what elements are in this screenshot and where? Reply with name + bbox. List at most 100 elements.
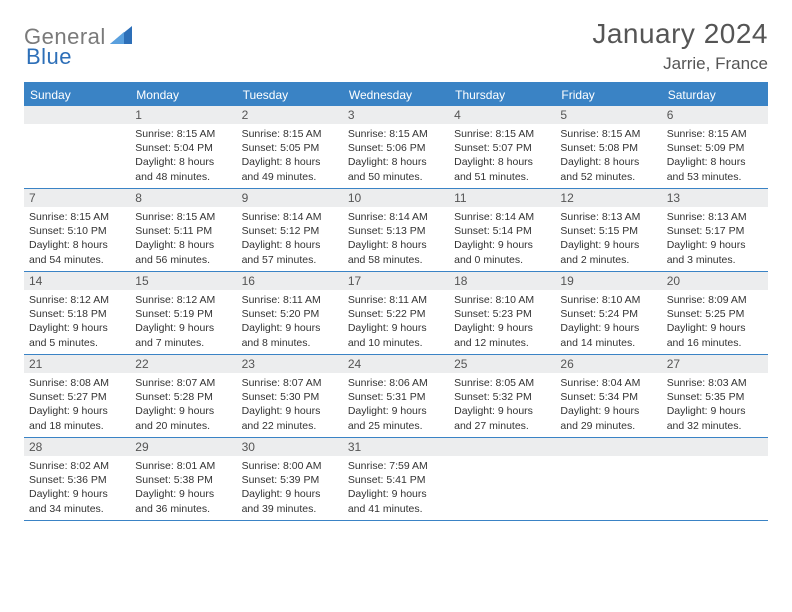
daylight-line-1: Daylight: 8 hours bbox=[242, 155, 338, 169]
day-cell: 3Sunrise: 8:15 AMSunset: 5:06 PMDaylight… bbox=[343, 106, 449, 188]
daylight-line-2: and 27 minutes. bbox=[454, 419, 550, 433]
day-cell: 9Sunrise: 8:14 AMSunset: 5:12 PMDaylight… bbox=[237, 189, 343, 271]
calendar-page: General January 2024 Jarrie, France Blue… bbox=[0, 0, 792, 521]
sun-info: Sunrise: 8:02 AMSunset: 5:36 PMDaylight:… bbox=[24, 456, 130, 520]
daylight-line-2: and 52 minutes. bbox=[560, 170, 656, 184]
sunset-line: Sunset: 5:09 PM bbox=[667, 141, 763, 155]
daylight-line-1: Daylight: 9 hours bbox=[242, 321, 338, 335]
daylight-line-2: and 7 minutes. bbox=[135, 336, 231, 350]
sun-info: Sunrise: 8:14 AMSunset: 5:14 PMDaylight:… bbox=[449, 207, 555, 271]
day-number: 19 bbox=[555, 272, 661, 290]
sunrise-line: Sunrise: 8:14 AM bbox=[242, 210, 338, 224]
day-cell: 10Sunrise: 8:14 AMSunset: 5:13 PMDayligh… bbox=[343, 189, 449, 271]
sunrise-line: Sunrise: 8:05 AM bbox=[454, 376, 550, 390]
sun-info: Sunrise: 8:11 AMSunset: 5:20 PMDaylight:… bbox=[237, 290, 343, 354]
sun-info: Sunrise: 8:15 AMSunset: 5:06 PMDaylight:… bbox=[343, 124, 449, 188]
sunset-line: Sunset: 5:31 PM bbox=[348, 390, 444, 404]
day-number: 27 bbox=[662, 355, 768, 373]
day-number: 9 bbox=[237, 189, 343, 207]
sun-info: Sunrise: 8:13 AMSunset: 5:15 PMDaylight:… bbox=[555, 207, 661, 271]
day-number: 8 bbox=[130, 189, 236, 207]
month-title: January 2024 bbox=[592, 18, 768, 50]
daylight-line-1: Daylight: 9 hours bbox=[29, 487, 125, 501]
sunrise-line: Sunrise: 8:10 AM bbox=[560, 293, 656, 307]
daylight-line-2: and 10 minutes. bbox=[348, 336, 444, 350]
day-cell: 5Sunrise: 8:15 AMSunset: 5:08 PMDaylight… bbox=[555, 106, 661, 188]
sun-info: Sunrise: 8:07 AMSunset: 5:30 PMDaylight:… bbox=[237, 373, 343, 437]
calendar-grid: Sunday Monday Tuesday Wednesday Thursday… bbox=[24, 82, 768, 521]
day-number: 1 bbox=[130, 106, 236, 124]
sun-info: Sunrise: 8:15 AMSunset: 5:05 PMDaylight:… bbox=[237, 124, 343, 188]
sun-info: Sunrise: 8:06 AMSunset: 5:31 PMDaylight:… bbox=[343, 373, 449, 437]
weeks-container: 1Sunrise: 8:15 AMSunset: 5:04 PMDaylight… bbox=[24, 106, 768, 521]
sun-info: Sunrise: 8:01 AMSunset: 5:38 PMDaylight:… bbox=[130, 456, 236, 520]
day-number: 30 bbox=[237, 438, 343, 456]
daylight-line-1: Daylight: 9 hours bbox=[348, 487, 444, 501]
day-cell: 16Sunrise: 8:11 AMSunset: 5:20 PMDayligh… bbox=[237, 272, 343, 354]
sunset-line: Sunset: 5:12 PM bbox=[242, 224, 338, 238]
day-number: 12 bbox=[555, 189, 661, 207]
day-cell: 12Sunrise: 8:13 AMSunset: 5:15 PMDayligh… bbox=[555, 189, 661, 271]
daylight-line-1: Daylight: 9 hours bbox=[242, 404, 338, 418]
sunset-line: Sunset: 5:39 PM bbox=[242, 473, 338, 487]
day-number: 3 bbox=[343, 106, 449, 124]
sunset-line: Sunset: 5:34 PM bbox=[560, 390, 656, 404]
daylight-line-1: Daylight: 9 hours bbox=[667, 321, 763, 335]
daylight-line-1: Daylight: 9 hours bbox=[667, 238, 763, 252]
day-number: 15 bbox=[130, 272, 236, 290]
location-label: Jarrie, France bbox=[592, 54, 768, 74]
week-row: 7Sunrise: 8:15 AMSunset: 5:10 PMDaylight… bbox=[24, 189, 768, 272]
brand-text-2: Blue bbox=[26, 44, 72, 69]
sunrise-line: Sunrise: 8:15 AM bbox=[135, 210, 231, 224]
title-block: January 2024 Jarrie, France bbox=[592, 18, 768, 74]
daylight-line-1: Daylight: 9 hours bbox=[560, 321, 656, 335]
sunrise-line: Sunrise: 8:00 AM bbox=[242, 459, 338, 473]
sunset-line: Sunset: 5:38 PM bbox=[135, 473, 231, 487]
sunset-line: Sunset: 5:06 PM bbox=[348, 141, 444, 155]
day-number: 22 bbox=[130, 355, 236, 373]
daylight-line-2: and 16 minutes. bbox=[667, 336, 763, 350]
day-cell: 8Sunrise: 8:15 AMSunset: 5:11 PMDaylight… bbox=[130, 189, 236, 271]
daylight-line-2: and 3 minutes. bbox=[667, 253, 763, 267]
daylight-line-1: Daylight: 8 hours bbox=[135, 238, 231, 252]
daylight-line-2: and 25 minutes. bbox=[348, 419, 444, 433]
sunset-line: Sunset: 5:04 PM bbox=[135, 141, 231, 155]
sunrise-line: Sunrise: 8:07 AM bbox=[135, 376, 231, 390]
day-header-sat: Saturday bbox=[662, 84, 768, 106]
sunset-line: Sunset: 5:11 PM bbox=[135, 224, 231, 238]
sunset-line: Sunset: 5:28 PM bbox=[135, 390, 231, 404]
sunrise-line: Sunrise: 8:11 AM bbox=[348, 293, 444, 307]
sun-info: Sunrise: 8:05 AMSunset: 5:32 PMDaylight:… bbox=[449, 373, 555, 437]
daylight-line-1: Daylight: 9 hours bbox=[29, 321, 125, 335]
daylight-line-2: and 58 minutes. bbox=[348, 253, 444, 267]
day-header-mon: Monday bbox=[130, 84, 236, 106]
daylight-line-2: and 51 minutes. bbox=[454, 170, 550, 184]
day-cell bbox=[24, 106, 130, 188]
sun-info: Sunrise: 8:04 AMSunset: 5:34 PMDaylight:… bbox=[555, 373, 661, 437]
sunset-line: Sunset: 5:08 PM bbox=[560, 141, 656, 155]
sun-info: Sunrise: 8:15 AMSunset: 5:04 PMDaylight:… bbox=[130, 124, 236, 188]
day-number: 4 bbox=[449, 106, 555, 124]
day-number: 28 bbox=[24, 438, 130, 456]
sunset-line: Sunset: 5:32 PM bbox=[454, 390, 550, 404]
daylight-line-1: Daylight: 8 hours bbox=[348, 238, 444, 252]
daylight-line-2: and 54 minutes. bbox=[29, 253, 125, 267]
sunrise-line: Sunrise: 8:14 AM bbox=[454, 210, 550, 224]
day-header-thu: Thursday bbox=[449, 84, 555, 106]
daylight-line-1: Daylight: 9 hours bbox=[348, 404, 444, 418]
sun-info: Sunrise: 8:10 AMSunset: 5:23 PMDaylight:… bbox=[449, 290, 555, 354]
daylight-line-2: and 29 minutes. bbox=[560, 419, 656, 433]
sunrise-line: Sunrise: 8:12 AM bbox=[29, 293, 125, 307]
sunrise-line: Sunrise: 8:08 AM bbox=[29, 376, 125, 390]
sun-info: Sunrise: 8:15 AMSunset: 5:07 PMDaylight:… bbox=[449, 124, 555, 188]
daylight-line-2: and 49 minutes. bbox=[242, 170, 338, 184]
day-cell: 24Sunrise: 8:06 AMSunset: 5:31 PMDayligh… bbox=[343, 355, 449, 437]
sun-info: Sunrise: 8:14 AMSunset: 5:13 PMDaylight:… bbox=[343, 207, 449, 271]
page-header: General January 2024 Jarrie, France bbox=[24, 18, 768, 74]
sunset-line: Sunset: 5:10 PM bbox=[29, 224, 125, 238]
day-cell: 13Sunrise: 8:13 AMSunset: 5:17 PMDayligh… bbox=[662, 189, 768, 271]
sunset-line: Sunset: 5:25 PM bbox=[667, 307, 763, 321]
sun-info: Sunrise: 8:15 AMSunset: 5:11 PMDaylight:… bbox=[130, 207, 236, 271]
sun-info: Sunrise: 8:15 AMSunset: 5:08 PMDaylight:… bbox=[555, 124, 661, 188]
sunrise-line: Sunrise: 8:09 AM bbox=[667, 293, 763, 307]
